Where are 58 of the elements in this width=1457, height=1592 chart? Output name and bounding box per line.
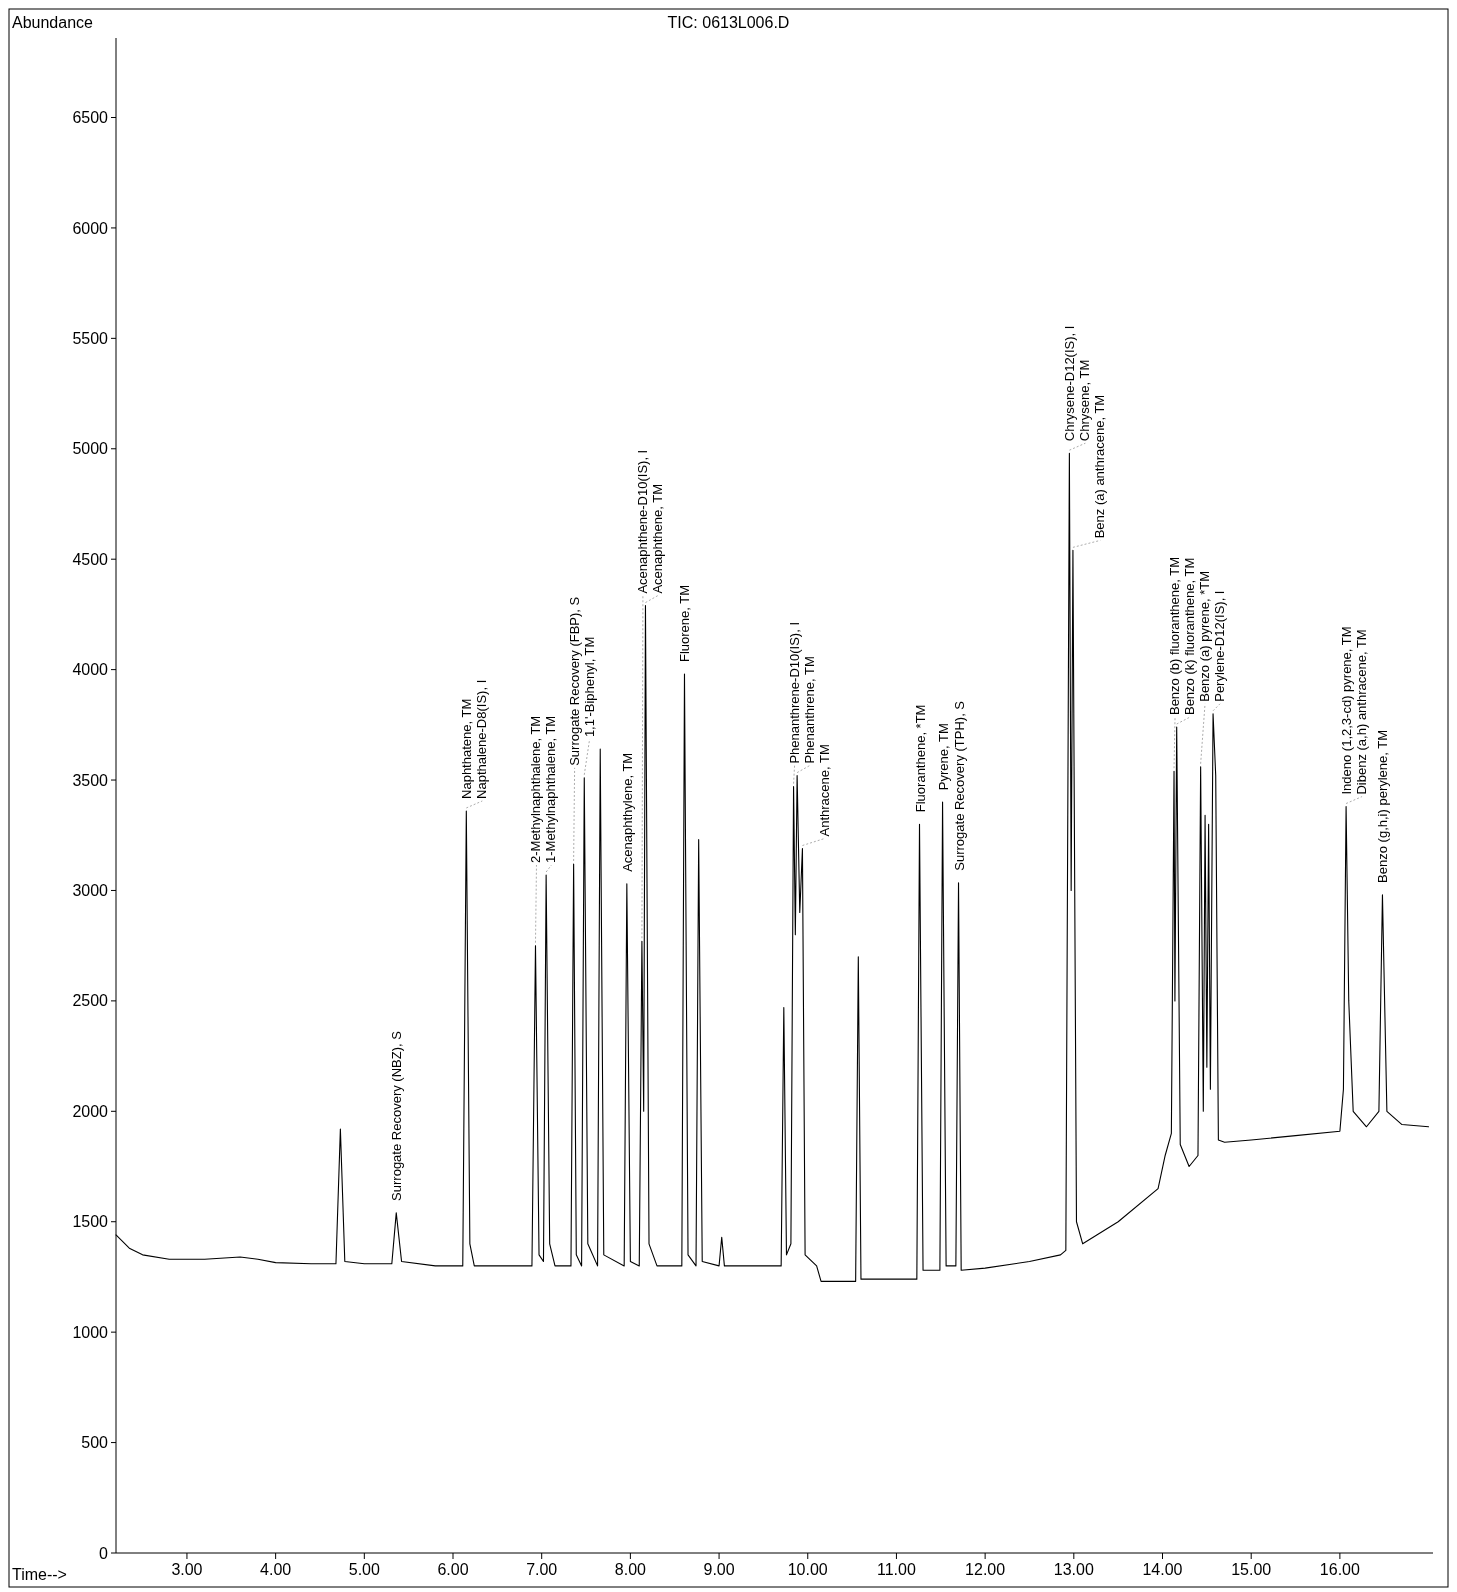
x-tick-label: 3.00 <box>171 1561 203 1578</box>
annotation: Acenaphthene-D10(IS), I <box>634 449 650 594</box>
y-tick-label: 5500 <box>72 329 109 347</box>
y-tick-label: 0 <box>99 1544 109 1562</box>
y-tick-label: 3500 <box>72 771 109 789</box>
annotation: Benzo (a) pyrene, *TM <box>1197 571 1213 702</box>
y-tick-label: 2000 <box>72 1102 109 1120</box>
annotation: Benzo (k) fluoranthene, TM <box>1182 557 1198 716</box>
x-tick-label: 7.00 <box>526 1561 558 1578</box>
annotation: Chrysene-D12(IS), I <box>1062 325 1078 442</box>
x-tick-label: 8.00 <box>614 1561 647 1578</box>
annotation: Acenaphthylene, TM <box>619 752 635 872</box>
annotation: 1-Methylnaphthalene, TM <box>543 715 559 863</box>
y-tick-label: 6000 <box>72 219 109 237</box>
x-axis-title: Time--> <box>12 1566 67 1583</box>
y-tick-label: 1500 <box>72 1213 109 1231</box>
x-tick-label: 11.00 <box>877 1561 916 1578</box>
annotation: Phenanthrene, TM <box>801 656 817 764</box>
x-tick-label: 6.00 <box>437 1561 469 1578</box>
annotation: Indeno (1,2,3-cd) pyrene, TM <box>1339 626 1355 795</box>
y-tick-label: 3000 <box>72 882 109 900</box>
annotation: Naphthatene, TM <box>459 698 475 799</box>
x-tick-label: 9.00 <box>703 1561 735 1578</box>
y-axis-title: Abundance <box>12 14 94 31</box>
x-tick-label: 12.00 <box>965 1561 1006 1578</box>
y-tick-label: 500 <box>81 1434 109 1452</box>
y-tick-label: 2500 <box>72 992 109 1010</box>
annotation: Anthracene, TM <box>816 744 832 837</box>
annotation: 1,1'-Biphenyl, TM <box>581 636 597 738</box>
annotation: Surrogate Recovery (FBP), S <box>566 596 582 766</box>
annotation: Benz (a) anthracene, TM <box>1092 394 1108 539</box>
annotation: Surrogate Recovery (TPH), S <box>951 700 967 871</box>
x-tick-label: 15.00 <box>1231 1561 1272 1578</box>
y-tick-label: 4500 <box>72 550 109 568</box>
y-tick-label: 5000 <box>72 440 109 458</box>
x-tick-label: 10.00 <box>787 1561 828 1578</box>
x-tick-label: 5.00 <box>348 1561 380 1578</box>
annotation: Acenaphthene, TM <box>649 483 665 594</box>
x-tick-label: 16.00 <box>1319 1561 1360 1578</box>
annotation: Napthalene-D8(IS), I <box>474 679 490 799</box>
annotation: Fluorene, TM <box>677 584 693 663</box>
annotation: Chrysene, TM <box>1077 359 1093 442</box>
y-tick-label: 6500 <box>72 109 109 127</box>
chart-title: TIC: 0613L006.D <box>667 14 790 31</box>
annotation: Surrogate Recovery (NBZ), S <box>389 1030 405 1201</box>
x-tick-label: 13.00 <box>1053 1561 1094 1578</box>
annotation: Dibenz (a,h) anthracene, TM <box>1354 629 1370 795</box>
annotation: Benzo (b) fluoranthene, TM <box>1167 557 1183 716</box>
y-tick-label: 4000 <box>72 661 109 679</box>
annotation: Benzo (g,h,i) perylene, TM <box>1375 729 1391 883</box>
x-tick-label: 4.00 <box>260 1561 292 1578</box>
annotation: Fluoranthene, *TM <box>912 704 928 813</box>
annotation: Perylene-D12(IS), I <box>1212 590 1228 702</box>
x-tick-label: 14.00 <box>1142 1561 1183 1578</box>
annotation: Phenanthrene-D10(IS), I <box>786 621 802 764</box>
annotation: 2-Methylnaphthalene, TM <box>528 715 544 863</box>
annotation: Pyrene, TM <box>935 723 951 791</box>
y-tick-label: 1000 <box>72 1323 109 1341</box>
